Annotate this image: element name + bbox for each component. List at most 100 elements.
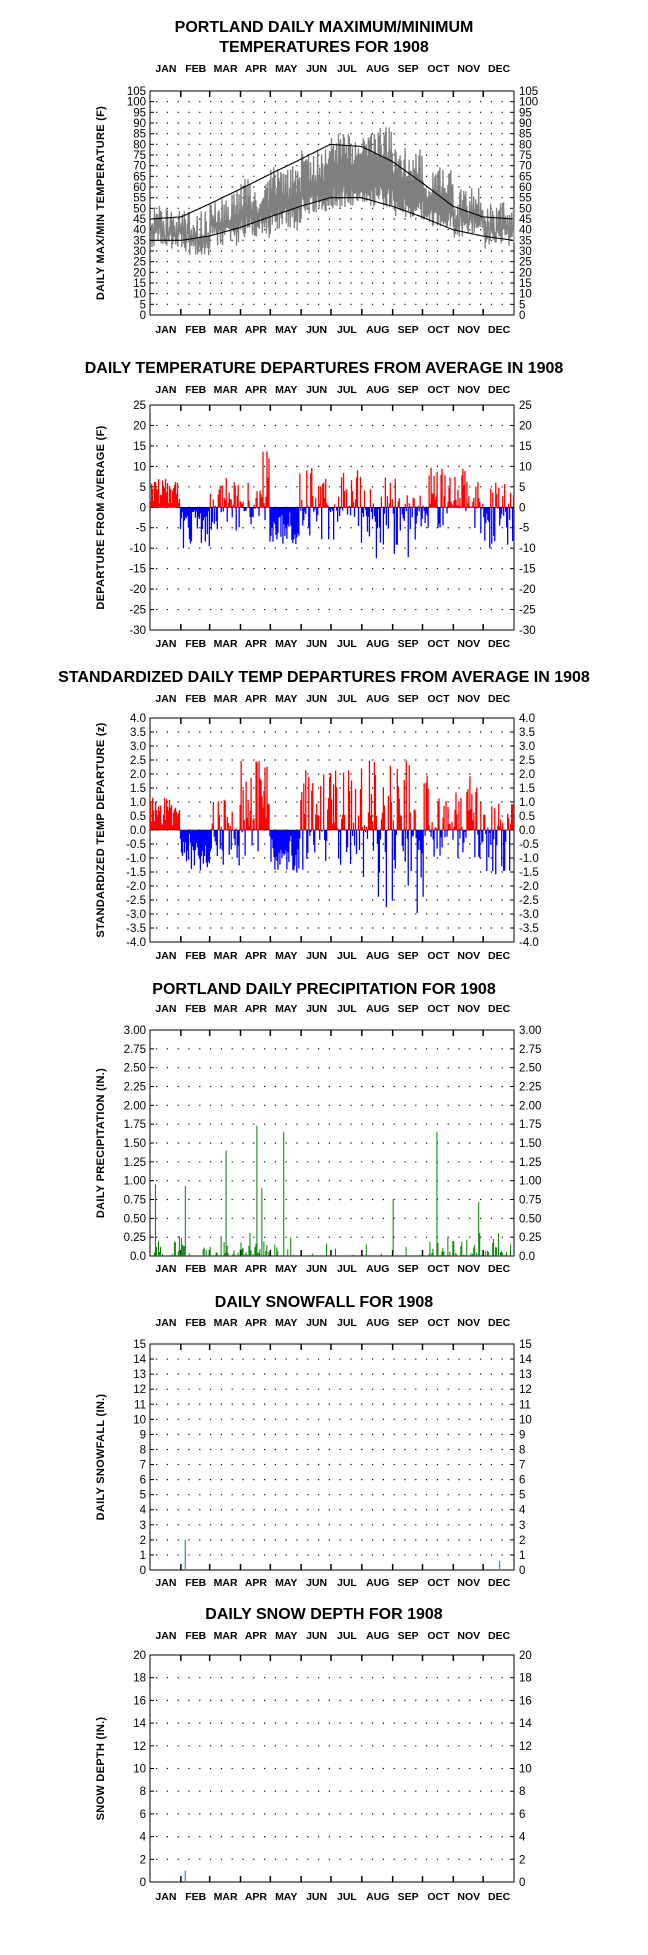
y-tick-label-left: 45 bbox=[133, 214, 146, 226]
y-tick-label-right: -25 bbox=[519, 605, 536, 617]
departure-bar-positive bbox=[318, 817, 319, 831]
y-tick-label-left: 3.5 bbox=[130, 727, 146, 739]
y-tick-label-left: -1.0 bbox=[126, 853, 146, 865]
departure-bar-negative bbox=[446, 830, 447, 837]
y-tick-label-left: 60 bbox=[133, 182, 146, 194]
departure-bar-negative bbox=[245, 507, 246, 510]
departure-bar-positive bbox=[393, 820, 394, 830]
y-tick-label-right: -15 bbox=[519, 564, 536, 576]
y-tick-label-left: -15 bbox=[129, 564, 146, 576]
departure-bar-positive bbox=[312, 496, 313, 508]
departure-bar-positive bbox=[443, 806, 444, 830]
departure-bar-negative bbox=[359, 830, 360, 850]
month-label-top: DEC bbox=[488, 1630, 511, 1642]
month-label-top: MAY bbox=[275, 1317, 297, 1329]
departure-bar-negative bbox=[350, 507, 351, 515]
departure-bar-positive bbox=[241, 761, 242, 830]
departure-bar-negative bbox=[403, 830, 404, 851]
y-tick-label-left: 40 bbox=[133, 225, 146, 237]
departure-bar-positive bbox=[381, 497, 382, 508]
departure-bar-negative bbox=[474, 830, 475, 857]
departure-bar-positive bbox=[219, 815, 220, 830]
departure-bar-positive bbox=[476, 787, 477, 830]
y-tick-label-right: 1.00 bbox=[519, 1176, 541, 1188]
y-tick-label-left: 20 bbox=[133, 1650, 146, 1662]
departure-bar-positive bbox=[268, 804, 269, 830]
y-tick-label-left: 18 bbox=[133, 1673, 146, 1685]
month-label-top: AUG bbox=[366, 1003, 389, 1015]
month-label-top: AUG bbox=[366, 1317, 389, 1329]
y-tick-label-left: -2.0 bbox=[126, 881, 146, 893]
departure-bar-negative bbox=[465, 830, 466, 838]
departure-bar-negative bbox=[422, 507, 423, 519]
month-label-top: SEP bbox=[398, 63, 419, 75]
month-label-top: JUN bbox=[306, 1630, 327, 1642]
month-label-top: SEP bbox=[398, 1630, 419, 1642]
plot-frame bbox=[150, 405, 514, 630]
departure-bar-negative bbox=[424, 830, 425, 836]
y-tick-label-left: 0.25 bbox=[124, 1232, 146, 1244]
y-tick-label-left: 1.50 bbox=[124, 1138, 146, 1150]
month-label-bottom: JUN bbox=[306, 950, 327, 962]
chart-title: TEMPERATURES FOR 1908 bbox=[219, 39, 429, 56]
departure-bar-negative bbox=[397, 507, 398, 545]
departure-bar-negative bbox=[417, 507, 418, 516]
departure-bar-positive bbox=[456, 814, 457, 830]
departure-bar-positive bbox=[491, 806, 492, 830]
y-tick-label-left: 0 bbox=[140, 502, 146, 514]
departure-bar-positive bbox=[325, 479, 326, 508]
departure-bar-positive bbox=[346, 489, 347, 507]
y-tick-label-right: 12 bbox=[519, 1741, 532, 1753]
y-tick-label-left: 10 bbox=[133, 1414, 146, 1426]
month-label-top: SEP bbox=[398, 1317, 419, 1329]
departure-bar-positive bbox=[502, 823, 503, 830]
y-tick-label-left: 0 bbox=[140, 310, 146, 322]
departure-bar-positive bbox=[226, 478, 227, 507]
departure-bar-negative bbox=[507, 507, 508, 544]
departure-bar-negative bbox=[258, 507, 259, 516]
month-label-bottom: AUG bbox=[366, 1891, 389, 1903]
y-tick-label-left: -2.5 bbox=[126, 895, 146, 907]
month-label-top: APR bbox=[245, 63, 268, 75]
chart-title: PORTLAND DAILY MAXIMUM/MINIMUM bbox=[175, 19, 474, 36]
y-tick-label-left: 6 bbox=[140, 1475, 146, 1487]
y-tick-label-right: 35 bbox=[519, 235, 532, 247]
y-tick-label-right: 6 bbox=[519, 1475, 525, 1487]
y-axis-label: DAILY PRECIPITATION (IN.) bbox=[95, 1068, 107, 1218]
y-tick-label-left: 25 bbox=[133, 257, 146, 269]
departure-bar-positive bbox=[361, 768, 362, 830]
month-label-bottom: MAY bbox=[275, 1891, 297, 1903]
departure-bar-positive bbox=[401, 816, 402, 830]
y-tick-label-left: 0 bbox=[140, 1565, 146, 1577]
departure-bar-positive bbox=[473, 498, 474, 508]
departure-bar-negative bbox=[512, 507, 513, 541]
departure-bar-negative bbox=[328, 507, 329, 539]
departure-bar-positive bbox=[158, 479, 159, 507]
departure-bar-positive bbox=[513, 496, 514, 508]
month-label-bottom: APR bbox=[245, 950, 268, 962]
month-label-top: APR bbox=[245, 1317, 268, 1329]
month-label-bottom: JAN bbox=[155, 1263, 176, 1275]
departure-bar-positive bbox=[238, 485, 239, 507]
departure-bar-positive bbox=[410, 812, 411, 830]
month-label-top: NOV bbox=[457, 384, 480, 396]
departure-bar-positive bbox=[441, 469, 442, 508]
month-label-top: SEP bbox=[398, 1003, 419, 1015]
departure-bar-positive bbox=[362, 827, 363, 830]
departure-bar-negative bbox=[394, 507, 395, 554]
departure-bar-positive bbox=[256, 491, 257, 507]
month-label-top: MAR bbox=[214, 693, 238, 705]
departure-bar-positive bbox=[460, 798, 461, 830]
chart-precip: PORTLAND DAILY PRECIPITATION FOR 1908JAN… bbox=[95, 981, 541, 1275]
departure-bar-positive bbox=[444, 475, 445, 507]
month-label-top: JUN bbox=[306, 1003, 327, 1015]
departure-bar-positive bbox=[230, 826, 231, 830]
departure-bar-negative bbox=[305, 507, 306, 514]
y-tick-label-left: 10 bbox=[133, 461, 146, 473]
departure-bar-negative bbox=[300, 507, 301, 510]
y-tick-label-right: 8 bbox=[519, 1444, 525, 1456]
month-label-bottom: JUN bbox=[306, 1577, 327, 1589]
y-tick-label-left: 2 bbox=[140, 1854, 146, 1866]
y-axis-label: DAILY SNOWFALL (IN.) bbox=[95, 1394, 107, 1521]
month-label-top: AUG bbox=[366, 63, 389, 75]
